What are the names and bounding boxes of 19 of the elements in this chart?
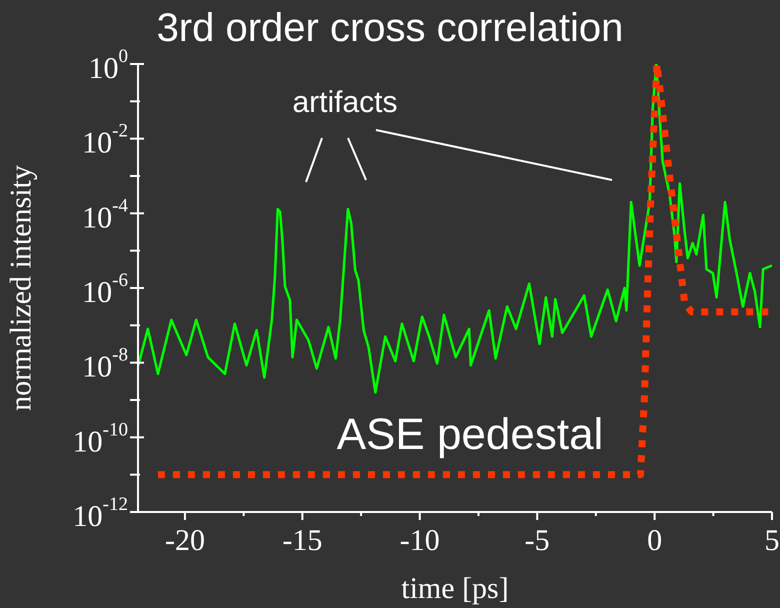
x-tick-label: -10 xyxy=(400,524,440,557)
y-tick-label: 10$^{0}$ xyxy=(88,46,128,85)
y-axis-title: normalized intensity xyxy=(4,165,38,411)
annotation: ASE pedestal xyxy=(336,410,604,460)
chart-title: 3rd order cross correlation xyxy=(156,6,624,50)
y-tick-label: 10$^{-8}$ xyxy=(82,344,128,384)
x-tick-label: -15 xyxy=(282,524,322,557)
y-tick-label: 10$^{-6}$ xyxy=(82,270,128,309)
y-tick-label: 10$^{-2}$ xyxy=(82,120,128,160)
x-tick-label: -20 xyxy=(164,524,205,557)
x-tick-label: -5 xyxy=(524,524,550,557)
y-tick-label: 10$^{-4}$ xyxy=(82,195,128,234)
y-tick-label: 10$^{-12}$ xyxy=(72,494,128,533)
x-tick-label: 0 xyxy=(647,524,662,557)
x-axis-title: time [ps] xyxy=(401,572,509,605)
line-series xyxy=(138,64,772,394)
x-tick-label: 5 xyxy=(764,524,780,557)
annotation: artifacts xyxy=(291,86,399,120)
y-tick-label: 10$^{-10}$ xyxy=(72,419,128,458)
